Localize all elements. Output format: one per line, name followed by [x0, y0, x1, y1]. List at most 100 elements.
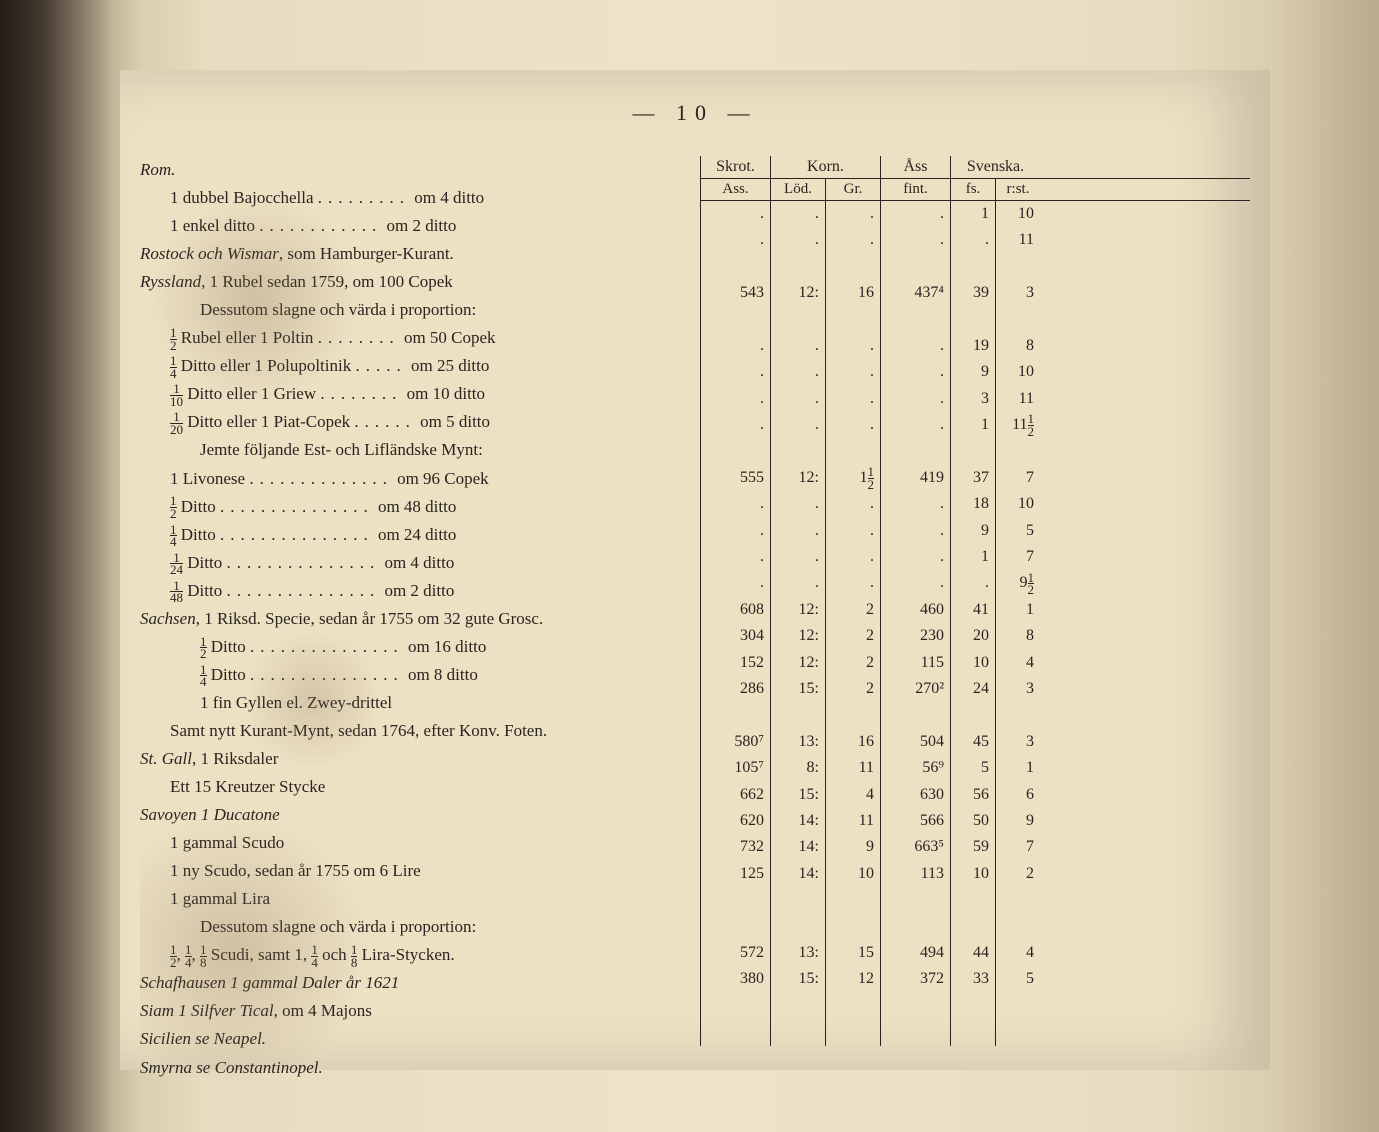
cell-rst: 4	[995, 940, 1040, 966]
data-row: ....11112	[700, 412, 1250, 438]
data-row: 66215:4630566	[700, 782, 1250, 808]
cell-fint: 460	[880, 597, 950, 623]
data-row: 12514:10113102	[700, 861, 1250, 887]
cell-fint: 630	[880, 782, 950, 808]
cell-empty	[825, 887, 880, 913]
cell-empty	[825, 254, 880, 280]
cell-fint: .	[880, 227, 950, 253]
cell-fs: 59	[950, 834, 995, 860]
cell-gr: 10	[825, 861, 880, 887]
text-entry: Dessutom slagne och värda i proportion:	[140, 296, 700, 324]
cell-lod: .	[770, 359, 825, 385]
cell-fs: 41	[950, 597, 995, 623]
data-row: .....912	[700, 570, 1250, 596]
cell-gr: 2	[825, 650, 880, 676]
cell-fint: .	[880, 201, 950, 227]
cell-skrot: 286	[700, 676, 770, 702]
cell-lod: .	[770, 333, 825, 359]
data-row: ....110	[700, 201, 1250, 227]
cell-rst: 1	[995, 597, 1040, 623]
text-entry: Sachsen, 1 Riksd. Specie, sedan år 1755 …	[140, 605, 700, 633]
cell-empty	[770, 993, 825, 1019]
header-svenska: Svenska.	[950, 156, 1040, 178]
cell-fs: 19	[950, 333, 995, 359]
cell-rst: 1	[995, 755, 1040, 781]
cell-empty	[825, 914, 880, 940]
cell-fs: 9	[950, 518, 995, 544]
cell-gr: .	[825, 227, 880, 253]
data-row: ....311	[700, 386, 1250, 412]
cell-gr: 4	[825, 782, 880, 808]
cell-fs: 33	[950, 966, 995, 992]
text-entry: 12 Rubel eller 1 Poltin ........ om 50 C…	[140, 324, 700, 352]
cell-empty	[770, 887, 825, 913]
text-entry: Siam 1 Silfver Tical, om 4 Majons	[140, 997, 700, 1025]
cell-fint: .	[880, 412, 950, 438]
cell-rst: 2	[995, 861, 1040, 887]
cell-lod: .	[770, 544, 825, 570]
subheader-ass: Ass.	[700, 179, 770, 200]
data-row: 15212:2115104	[700, 650, 1250, 676]
cell-rst: 10	[995, 359, 1040, 385]
cell-empty	[995, 702, 1040, 728]
data-row: 60812:2460411	[700, 597, 1250, 623]
cell-empty	[825, 439, 880, 465]
header-skrot: Skrot.	[700, 156, 770, 178]
data-row: ....198	[700, 333, 1250, 359]
cell-lod: .	[770, 386, 825, 412]
text-entry: Ryssland, 1 Rubel sedan 1759, om 100 Cop…	[140, 268, 700, 296]
cell-gr: .	[825, 386, 880, 412]
cell-fint: .	[880, 333, 950, 359]
cell-fint: 566	[880, 808, 950, 834]
data-row: 28615:2270²243	[700, 676, 1250, 702]
cell-skrot: 620	[700, 808, 770, 834]
text-entry: 1 Livonese .............. om 96 Copek	[140, 465, 700, 493]
data-row: ....1810	[700, 491, 1250, 517]
cell-empty	[825, 702, 880, 728]
text-entry: 110 Ditto eller 1 Griew ........ om 10 d…	[140, 380, 700, 408]
text-entry: 14 Ditto ............... om 8 ditto	[140, 661, 700, 689]
data-row: ....910	[700, 359, 1250, 385]
text-entry: 120 Ditto eller 1 Piat-Copek ...... om 5…	[140, 408, 700, 436]
cell-skrot: 304	[700, 623, 770, 649]
data-row: 62014:11566509	[700, 808, 1250, 834]
cell-fs: 50	[950, 808, 995, 834]
cell-lod: 13:	[770, 940, 825, 966]
cell-empty	[950, 887, 995, 913]
content-area: Rom.1 dubbel Bajocchella ......... om 4 …	[140, 156, 1250, 1082]
cell-fs: 18	[950, 491, 995, 517]
text-entry: 12, 14, 18 Scudi, samt 1, 14 och 18 Lira…	[140, 941, 700, 969]
header-ass: Åss	[880, 156, 950, 178]
data-row: 54312:16437⁴393	[700, 280, 1250, 306]
cell-lod: 15:	[770, 782, 825, 808]
cell-lod: 12:	[770, 623, 825, 649]
cell-fs: .	[950, 227, 995, 253]
cell-gr: 112	[825, 465, 880, 491]
text-entry: Dessutom slagne och värda i proportion:	[140, 913, 700, 941]
data-row: 105⁷8:1156⁹51	[700, 755, 1250, 781]
text-column: Rom.1 dubbel Bajocchella ......... om 4 …	[140, 156, 700, 1082]
cell-fs: 10	[950, 861, 995, 887]
cell-gr: 16	[825, 729, 880, 755]
cell-lod: .	[770, 412, 825, 438]
cell-fs: 3	[950, 386, 995, 412]
data-row	[700, 702, 1250, 728]
cell-fs: 9	[950, 359, 995, 385]
cell-fs: 1	[950, 412, 995, 438]
cell-fint: 372	[880, 966, 950, 992]
cell-empty	[950, 702, 995, 728]
cell-skrot: 152	[700, 650, 770, 676]
text-entry: 1 dubbel Bajocchella ......... om 4 ditt…	[140, 184, 700, 212]
cell-rst: 3	[995, 280, 1040, 306]
data-row: 73214:9663⁵597	[700, 834, 1250, 860]
cell-fs: 44	[950, 940, 995, 966]
cell-empty	[995, 439, 1040, 465]
cell-rst: 912	[995, 570, 1040, 596]
cell-gr: 15	[825, 940, 880, 966]
data-row	[700, 307, 1250, 333]
text-entry: Smyrna se Constantinopel.	[140, 1054, 700, 1082]
cell-empty	[825, 1019, 880, 1045]
cell-empty	[825, 307, 880, 333]
cell-gr: 2	[825, 597, 880, 623]
cell-gr: .	[825, 412, 880, 438]
